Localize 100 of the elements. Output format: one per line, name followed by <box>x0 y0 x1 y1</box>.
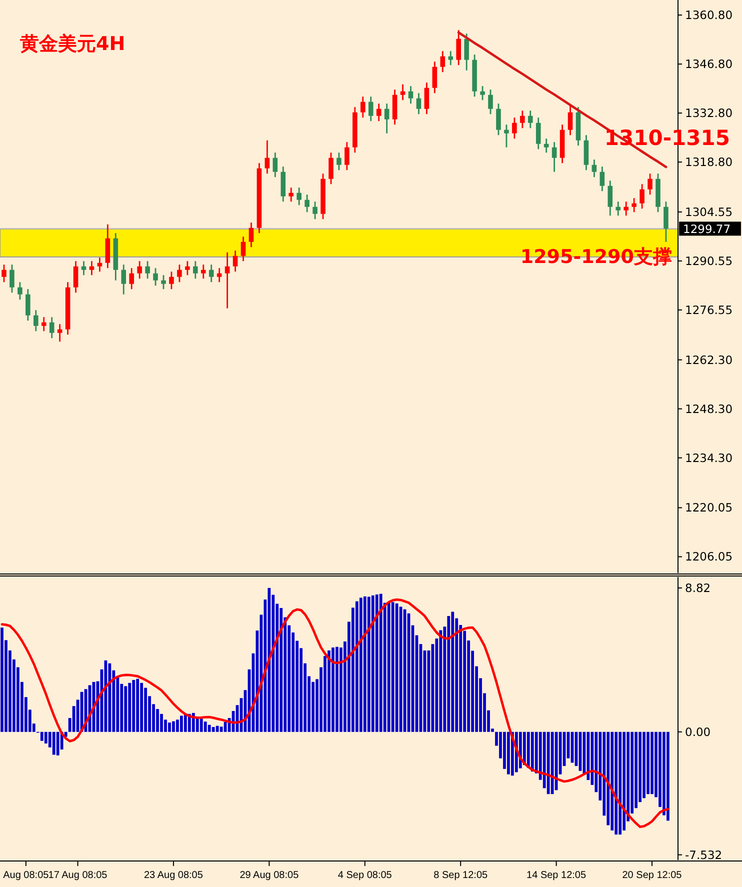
bar <box>208 724 211 732</box>
candlestick <box>400 84 406 101</box>
candlestick <box>41 316 46 332</box>
candlestick <box>648 172 652 196</box>
bar <box>0 628 4 732</box>
y-tick-label: 1220.05 <box>685 500 733 515</box>
bar <box>52 732 56 755</box>
bar <box>363 596 366 732</box>
candlestick <box>360 96 366 118</box>
y-tick-label: 1248.30 <box>685 402 733 416</box>
candlestick <box>97 256 102 272</box>
bar <box>650 732 654 794</box>
candlestick <box>552 141 557 173</box>
candlestick <box>432 60 438 94</box>
bar <box>526 732 530 768</box>
candlestick <box>664 200 668 243</box>
bar <box>451 612 454 732</box>
bar <box>387 602 390 732</box>
candlestick <box>336 152 342 171</box>
bar <box>336 646 338 732</box>
candlestick <box>185 260 190 276</box>
x-tick-label: Aug 08:05 <box>3 870 50 881</box>
candlestick <box>512 116 517 140</box>
candlestick <box>344 141 350 171</box>
x-tick-label: 20 Sep 12:05 <box>622 870 682 881</box>
candlestick <box>121 264 126 296</box>
bar <box>530 732 534 772</box>
candlestick <box>272 152 278 178</box>
candlestick <box>536 116 541 150</box>
x-tick-label: 29 Aug 08:05 <box>240 870 300 881</box>
candlestick <box>216 267 222 283</box>
bar <box>610 732 614 830</box>
bar <box>371 595 374 732</box>
candlestick <box>73 260 78 294</box>
candlestick <box>608 180 613 216</box>
candlestick <box>640 183 644 210</box>
candlestick <box>137 260 142 280</box>
candlestick <box>200 264 206 280</box>
candlestick <box>528 110 533 129</box>
candlestick <box>18 281 22 300</box>
y-tick-label: 1206.05 <box>685 550 733 564</box>
bar <box>546 732 550 794</box>
candlestick <box>153 267 158 286</box>
x-tick-label: 17 Aug 08:05 <box>48 870 108 881</box>
y-tick-label: 1332.80 <box>685 106 733 120</box>
bar <box>104 660 108 732</box>
candlestick <box>89 260 94 276</box>
candlestick <box>368 96 374 122</box>
candlestick <box>177 264 182 283</box>
bar <box>176 720 179 732</box>
bar <box>40 732 44 741</box>
candlestick <box>496 102 501 136</box>
candlestick <box>224 252 230 310</box>
candlestick <box>632 197 636 213</box>
bar <box>507 732 510 774</box>
bar <box>200 718 203 732</box>
bar <box>646 732 650 794</box>
y-tick-label: 0.00 <box>685 724 711 739</box>
candlestick <box>208 264 214 283</box>
y-tick-label: 1262.30 <box>685 352 733 367</box>
candlestick <box>408 85 414 104</box>
y-tick-label: 1304.55 <box>685 204 733 219</box>
bar <box>359 598 362 732</box>
bar <box>140 682 144 732</box>
candlestick <box>592 158 597 178</box>
x-tick-label: 14 Sep 12:05 <box>526 870 586 881</box>
candlestick <box>504 124 509 148</box>
x-tick-label: 8 Sep 12:05 <box>434 870 488 881</box>
candlestick <box>129 267 134 290</box>
candlestick <box>624 200 628 216</box>
candlestick <box>440 50 446 73</box>
candlestick <box>424 82 430 115</box>
x-tick-label: 4 Sep 08:05 <box>338 870 392 881</box>
bar <box>622 732 626 830</box>
bar <box>124 686 128 732</box>
y-tick-label: 1360.80 <box>685 8 733 22</box>
candlestick <box>600 166 605 192</box>
bar <box>172 721 175 732</box>
bar <box>44 732 48 744</box>
bar <box>204 722 207 732</box>
bar <box>642 732 646 798</box>
candlestick <box>264 140 270 174</box>
bar <box>132 680 136 732</box>
candlestick <box>2 264 6 283</box>
y-tick-label: 1290.55 <box>685 254 733 268</box>
candlestick <box>232 250 238 272</box>
line-series <box>0 598 670 828</box>
candlestick <box>328 152 334 185</box>
candlestick <box>384 102 390 134</box>
y-tick-label: 8.82 <box>685 580 711 595</box>
candlestick <box>169 270 174 290</box>
candlestick <box>616 200 621 216</box>
candlestick <box>26 288 30 322</box>
candlestick <box>488 88 493 115</box>
y-tick-label: 1318.80 <box>685 155 733 170</box>
bar <box>328 650 330 732</box>
bar <box>212 726 215 732</box>
candlestick <box>161 274 166 290</box>
candlestick <box>312 200 318 220</box>
candlestick <box>544 138 549 154</box>
